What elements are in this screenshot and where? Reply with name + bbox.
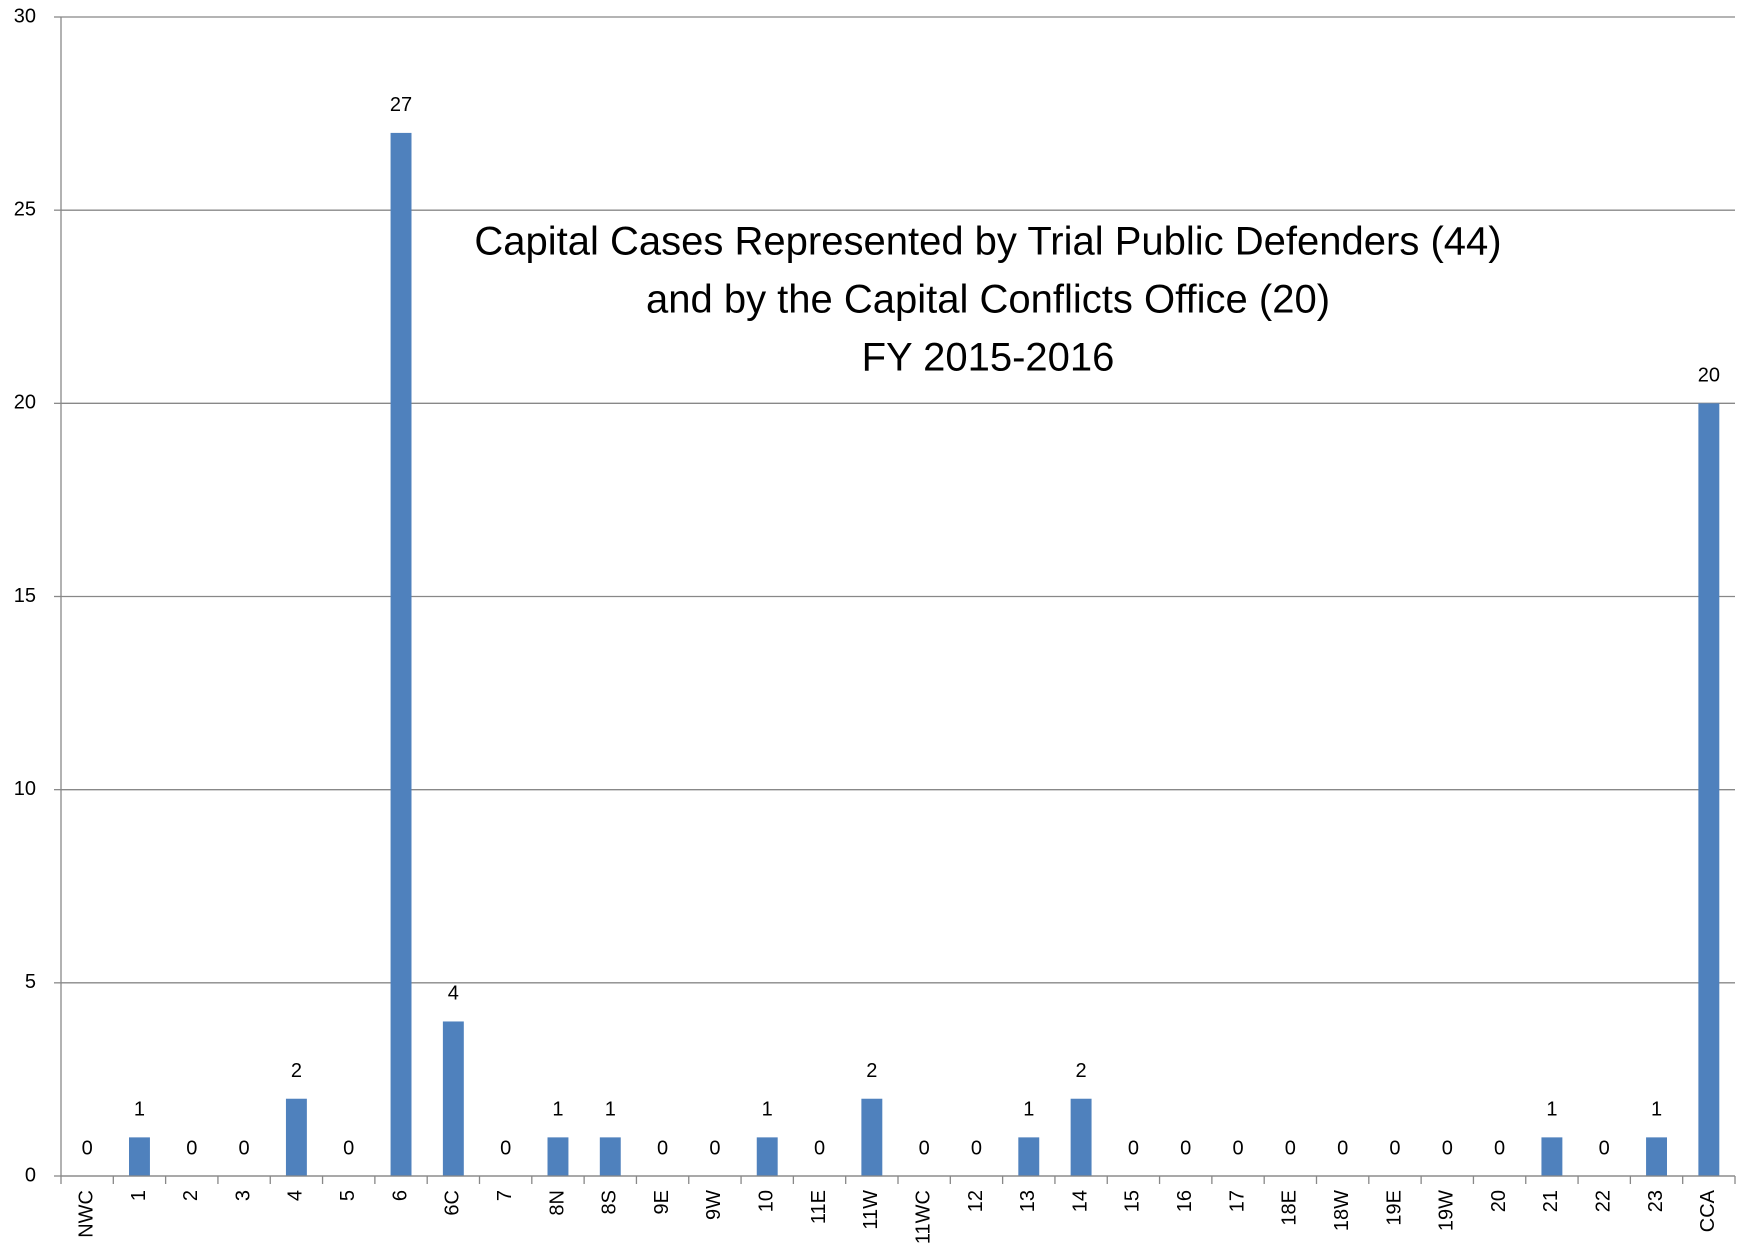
x-tick-label: 4 xyxy=(285,1190,307,1201)
data-label: 0 xyxy=(186,1137,197,1159)
bar xyxy=(442,1021,464,1176)
data-label: 1 xyxy=(134,1099,145,1121)
x-tick-label: 11W xyxy=(860,1190,882,1230)
data-label: 1 xyxy=(1546,1099,1557,1121)
x-tick-label: 6 xyxy=(389,1190,411,1201)
y-tick-label: 30 xyxy=(14,5,36,27)
y-tick-label: 20 xyxy=(14,392,36,414)
data-label: 1 xyxy=(605,1099,616,1121)
data-label: 0 xyxy=(657,1137,668,1159)
data-label: 0 xyxy=(1285,1137,1296,1159)
x-tick-label: 19W xyxy=(1436,1190,1458,1231)
x-tick-label: 12 xyxy=(965,1190,987,1212)
x-tick-label: 14 xyxy=(1069,1190,1091,1212)
data-label: 1 xyxy=(1023,1099,1034,1121)
data-label: 0 xyxy=(971,1137,982,1159)
y-tick-label: 5 xyxy=(25,971,36,993)
x-tick-label: 2 xyxy=(180,1190,202,1201)
x-tick-label: 5 xyxy=(337,1190,359,1201)
data-label: 20 xyxy=(1698,365,1720,387)
data-label: 0 xyxy=(1599,1137,1610,1159)
x-tick-label: 16 xyxy=(1174,1190,1196,1212)
data-label: 0 xyxy=(709,1137,720,1159)
y-tick-label: 25 xyxy=(14,198,36,220)
data-label: 0 xyxy=(1494,1137,1505,1159)
data-label: 1 xyxy=(552,1099,563,1121)
chart-title: Capital Cases Represented by Trial Publi… xyxy=(474,220,1501,264)
bar xyxy=(390,132,412,1176)
chart-title: and by the Capital Conflicts Office (20) xyxy=(646,278,1330,322)
bar xyxy=(547,1137,569,1176)
data-label: 4 xyxy=(448,983,459,1005)
bar xyxy=(1541,1137,1563,1176)
data-label: 0 xyxy=(1180,1137,1191,1159)
data-label: 1 xyxy=(762,1099,773,1121)
x-tick-label: 8N xyxy=(546,1190,568,1216)
data-label: 27 xyxy=(390,94,412,116)
x-tick-label: 8S xyxy=(599,1190,621,1214)
x-tick-label: 9W xyxy=(703,1190,725,1220)
x-tick-label: 9E xyxy=(651,1190,673,1214)
x-tick-label: 18W xyxy=(1331,1190,1353,1231)
bar xyxy=(1646,1137,1667,1176)
data-label: 0 xyxy=(1442,1137,1453,1159)
y-tick-label: 10 xyxy=(14,778,36,800)
bar xyxy=(1018,1137,1040,1176)
data-label: 0 xyxy=(500,1137,511,1159)
data-label: 0 xyxy=(239,1137,250,1159)
x-tick-label: 3 xyxy=(232,1190,254,1201)
data-label: 2 xyxy=(1076,1060,1087,1082)
x-tick-label: CCA xyxy=(1697,1189,1719,1232)
bar xyxy=(599,1137,621,1176)
bar xyxy=(285,1098,307,1176)
x-tick-label: 11E xyxy=(808,1190,830,1224)
y-tick-label: 15 xyxy=(14,585,36,607)
x-tick-label: 13 xyxy=(1017,1190,1039,1212)
data-label: 1 xyxy=(1651,1099,1662,1121)
data-label: 0 xyxy=(1128,1137,1139,1159)
x-tick-label: 10 xyxy=(756,1190,778,1212)
y-tick-label: 0 xyxy=(25,1164,36,1186)
bar xyxy=(756,1137,778,1176)
bar xyxy=(1070,1098,1092,1176)
x-tick-label: NWC xyxy=(75,1190,97,1238)
chart-title: FY 2015-2016 xyxy=(862,336,1115,380)
data-label: 2 xyxy=(866,1060,877,1082)
data-label: 0 xyxy=(1337,1137,1348,1159)
x-tick-label: 23 xyxy=(1645,1190,1667,1212)
x-tick-label: 17 xyxy=(1226,1190,1248,1212)
data-label: 0 xyxy=(919,1137,930,1159)
data-label: 0 xyxy=(814,1137,825,1159)
x-tick-label: 21 xyxy=(1540,1190,1562,1212)
x-tick-label: 18E xyxy=(1279,1190,1301,1226)
x-tick-label: 11WC xyxy=(912,1190,934,1244)
data-label: 2 xyxy=(291,1060,302,1082)
data-label: 0 xyxy=(82,1137,93,1159)
x-tick-label: 1 xyxy=(128,1190,150,1201)
bar xyxy=(129,1137,150,1176)
x-tick-label: 20 xyxy=(1488,1190,1510,1212)
x-tick-label: 19E xyxy=(1383,1190,1405,1226)
bar xyxy=(1698,403,1720,1176)
x-tick-label: 7 xyxy=(494,1190,516,1201)
bar xyxy=(861,1098,883,1176)
x-tick-label: 6C xyxy=(442,1190,464,1216)
data-label: 0 xyxy=(1389,1137,1400,1159)
x-tick-label: 22 xyxy=(1593,1190,1615,1212)
x-tick-label: 15 xyxy=(1122,1190,1144,1212)
data-label: 0 xyxy=(343,1137,354,1159)
data-label: 0 xyxy=(1232,1137,1243,1159)
